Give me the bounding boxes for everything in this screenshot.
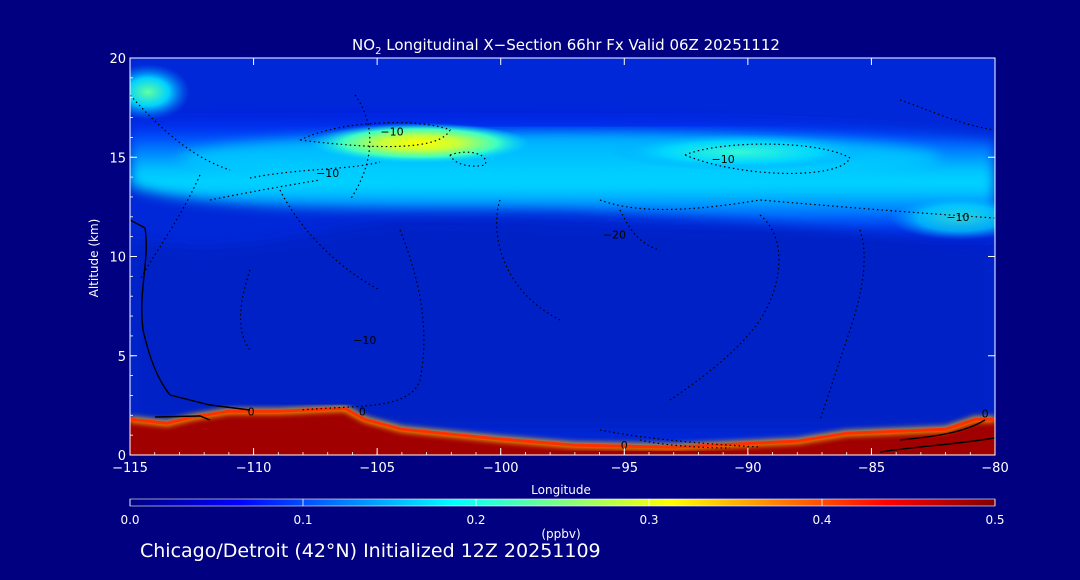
contour-line: [879, 437, 995, 453]
corner-max: [130, 64, 190, 120]
contour-line: [899, 99, 995, 131]
x-tick-label: −85: [858, 461, 885, 476]
contour-line: [154, 415, 211, 421]
y-axis-label: Altitude (km): [87, 219, 101, 298]
contour-line: [496, 199, 661, 321]
contour-line: [299, 229, 425, 411]
contour-line: [130, 219, 251, 411]
y-tick-label: 15: [109, 151, 126, 166]
y-tick-label: 5: [118, 350, 126, 365]
x-axis-label: Longitude: [531, 483, 591, 497]
contour-label: −20: [603, 229, 626, 242]
right-band-max: [890, 196, 995, 240]
y-tick-label: 20: [109, 52, 126, 67]
dotted-contours: [130, 94, 995, 449]
x-tick-label: −80: [981, 461, 1008, 476]
y-tick-label: 10: [109, 251, 126, 266]
colorbar-tick-label: 0.5: [985, 513, 1004, 527]
contour-line: [599, 199, 995, 219]
contour-label: 0: [359, 405, 366, 418]
x-axis: −115 −110 −105 −100 −95 −90 −85 −80: [112, 58, 1009, 476]
colorbar-label: (ppbv): [541, 527, 580, 541]
x-tick-label: −95: [611, 461, 638, 476]
initialization-caption: Chicago/Detroit (42°N) Initialized 12Z 2…: [140, 540, 601, 562]
contour-label: −10: [316, 167, 339, 180]
surface-layer-edge: [130, 406, 995, 449]
contour-label: −10: [712, 153, 735, 166]
jet-max: [310, 123, 530, 163]
solid-contours: [130, 219, 995, 453]
contour-line: [449, 151, 487, 167]
contour-label: 0: [248, 405, 255, 418]
field-low-region: [130, 219, 995, 430]
colorbar-tick-label: 0.4: [812, 513, 831, 527]
contour-line: [599, 429, 761, 449]
x-tick-label: −100: [483, 461, 519, 476]
contour-line: [669, 214, 780, 401]
x-tick-label: −110: [236, 461, 272, 476]
x-tick-label: −115: [112, 461, 148, 476]
colorbar-tick-label: 0.3: [639, 513, 658, 527]
contour-line: [139, 174, 251, 351]
band-secondary-max: [610, 134, 870, 170]
x-tick-label: −105: [359, 461, 395, 476]
y-tick-label: 0: [118, 449, 126, 464]
contour-line: [209, 161, 381, 201]
colorbar-tick-label: 0.2: [466, 513, 485, 527]
contour-line: [899, 419, 986, 441]
colorbar-tick-label: 0.0: [120, 513, 139, 527]
contour-labels: −10 −10 −10 −10 −20 −10 0 0 0 0: [248, 125, 989, 452]
chart-title: NO2 Longitudinal X−Section 66hr Fx Valid…: [352, 36, 780, 57]
contour-label: 0: [621, 439, 628, 452]
colorbar-ticks: 0.0 0.1 0.2 0.3 0.4 0.5: [120, 499, 1005, 527]
x-tick-label: −90: [734, 461, 761, 476]
concentration-field: −10 −10 −10 −10 −20 −10 0 0 0 0: [130, 58, 995, 455]
contour-line: [299, 121, 451, 148]
contour-label: −10: [380, 125, 403, 138]
contour-label: −10: [353, 334, 376, 347]
contour-line: [130, 94, 231, 171]
colorbar-tick-label: 0.1: [293, 513, 312, 527]
contour-label: 0: [982, 407, 989, 420]
y-axis: 0 5 10 15 20: [109, 52, 995, 464]
colorbar: [130, 499, 995, 506]
contour-label: −10: [946, 211, 969, 224]
contour-line: [819, 229, 865, 421]
